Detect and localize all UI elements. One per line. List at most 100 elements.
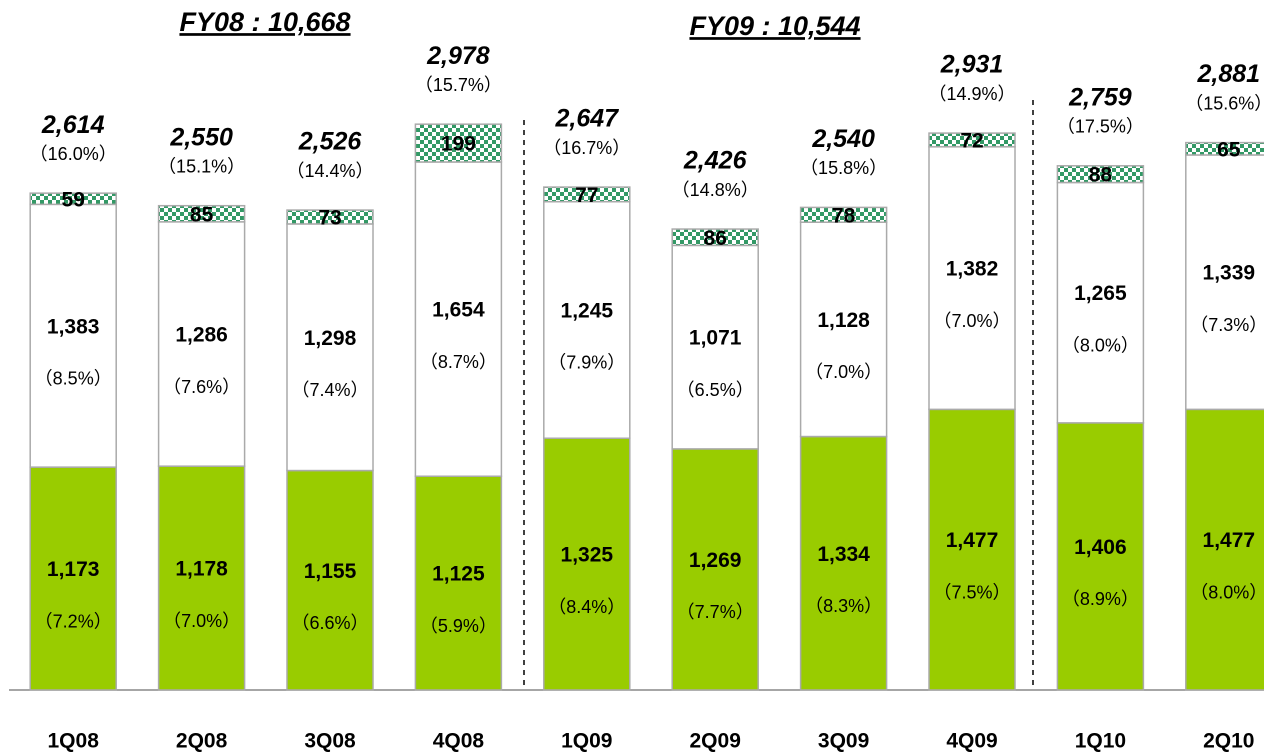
- total-label: 2,426: [683, 147, 748, 175]
- value-label: 77: [575, 184, 598, 207]
- bar-segment: [543, 200, 631, 439]
- bar-segment: [157, 465, 246, 691]
- value-label: 1,383: [47, 315, 100, 338]
- value-label: 1,654: [432, 299, 485, 322]
- percent-label: （7.4%）: [291, 380, 368, 400]
- bar-segment: [671, 228, 759, 247]
- value-label: 59: [62, 188, 85, 211]
- percent-label: （8.0%）: [1190, 582, 1264, 602]
- bar-segment: [799, 206, 888, 223]
- total-label: 2,614: [41, 111, 105, 139]
- value-label: 85: [190, 203, 214, 226]
- bar-segment: [1056, 422, 1145, 691]
- value-label: 1,406: [1074, 536, 1127, 559]
- value-label: 1,334: [817, 543, 870, 566]
- percent-label: （7.3%）: [1190, 315, 1264, 335]
- bar-segment: [414, 123, 503, 163]
- percent-label: （7.5%）: [933, 582, 1010, 602]
- value-label: 199: [441, 133, 476, 156]
- total-label: 2,759: [1068, 83, 1132, 111]
- percent-label: （7.0%）: [163, 611, 240, 631]
- percent-label: （7.6%）: [163, 377, 240, 397]
- value-label: 1,265: [1074, 282, 1127, 305]
- percent-label: （8.4%）: [548, 597, 625, 617]
- bar-segment: [543, 186, 631, 203]
- total-percent-label: （16.7%）: [543, 138, 630, 158]
- bar-segment: [928, 132, 1016, 148]
- bar-segment: [286, 223, 374, 472]
- total-percent-label: （15.7%）: [415, 75, 502, 95]
- value-label: 1,298: [304, 327, 357, 350]
- x-tick-label: 1Q10: [1075, 730, 1126, 753]
- percent-label: （8.5%）: [35, 368, 112, 388]
- total-percent-label: （14.8%）: [672, 180, 759, 200]
- x-tick-label: 2Q09: [690, 730, 741, 753]
- x-tick-label: 3Q09: [818, 730, 869, 753]
- bar-segment: [157, 221, 246, 467]
- total-percent-label: （14.9%）: [928, 84, 1015, 104]
- percent-label: （8.3%）: [805, 596, 882, 616]
- bar-segment: [543, 437, 631, 691]
- value-label: 1,178: [175, 558, 228, 581]
- value-label: 1,128: [817, 309, 870, 332]
- value-label: 1,071: [689, 327, 742, 350]
- total-label: 2,881: [1197, 60, 1261, 88]
- value-label: 1,155: [304, 560, 357, 583]
- value-label: 1,325: [561, 544, 614, 567]
- x-tick-label: 4Q08: [433, 730, 485, 753]
- group-title: FY08 : 10,668: [179, 7, 350, 37]
- bar-segment: [414, 475, 503, 691]
- percent-label: （8.0%）: [1062, 335, 1139, 355]
- percent-label: （7.9%）: [548, 353, 625, 373]
- bar-segment: [286, 469, 374, 691]
- value-label: 73: [318, 207, 341, 230]
- bar-segment: [1056, 165, 1145, 184]
- percent-label: （8.7%）: [420, 352, 497, 372]
- value-label: 72: [960, 129, 983, 152]
- percent-label: （7.2%）: [35, 611, 112, 631]
- total-percent-label: （15.6%）: [1185, 93, 1264, 113]
- total-percent-label: （17.5%）: [1057, 117, 1144, 137]
- bar-segment: [799, 435, 888, 691]
- total-label: 2,931: [940, 51, 1004, 79]
- x-tick-label: 3Q08: [304, 730, 356, 753]
- bar-segment: [1185, 408, 1264, 691]
- percent-label: （7.0%）: [933, 311, 1010, 331]
- bar-segment: [928, 146, 1016, 411]
- value-label: 78: [832, 204, 856, 227]
- bar-segment: [671, 244, 759, 450]
- value-label: 1,286: [175, 324, 228, 347]
- bar-segment: [928, 408, 1016, 691]
- total-percent-label: （15.8%）: [800, 158, 887, 178]
- bar-segment: [29, 466, 117, 691]
- x-tick-label: 2Q10: [1203, 730, 1254, 753]
- value-label: 1,125: [432, 563, 485, 586]
- value-label: 1,173: [47, 558, 100, 581]
- percent-label: （8.9%）: [1062, 589, 1139, 609]
- percent-label: （6.6%）: [291, 613, 368, 633]
- value-label: 1,477: [946, 529, 999, 552]
- bar-segment: [414, 161, 503, 478]
- bar-segment: [1056, 181, 1145, 424]
- value-label: 86: [704, 227, 727, 250]
- percent-label: （7.0%）: [805, 362, 882, 382]
- x-tick-label: 1Q08: [48, 730, 100, 753]
- group-title: FY09 : 10,544: [689, 11, 860, 41]
- value-label: 1,382: [946, 258, 999, 281]
- total-percent-label: （16.0%）: [30, 144, 117, 164]
- value-label: 1,339: [1203, 262, 1256, 285]
- bar-segment: [29, 203, 117, 468]
- x-tick-label: 1Q09: [561, 730, 612, 753]
- value-label: 88: [1089, 164, 1113, 187]
- total-label: 2,978: [426, 42, 490, 70]
- x-tick-label: 2Q08: [176, 730, 228, 753]
- percent-label: （6.5%）: [677, 380, 754, 400]
- bar-segment: [799, 221, 888, 438]
- bar-segment: [1185, 154, 1264, 411]
- total-percent-label: （15.1%）: [158, 156, 245, 176]
- bar-segment: [1185, 141, 1264, 156]
- percent-label: （7.7%）: [677, 602, 754, 622]
- bar-segment: [286, 209, 374, 225]
- total-label: 2,526: [298, 128, 363, 156]
